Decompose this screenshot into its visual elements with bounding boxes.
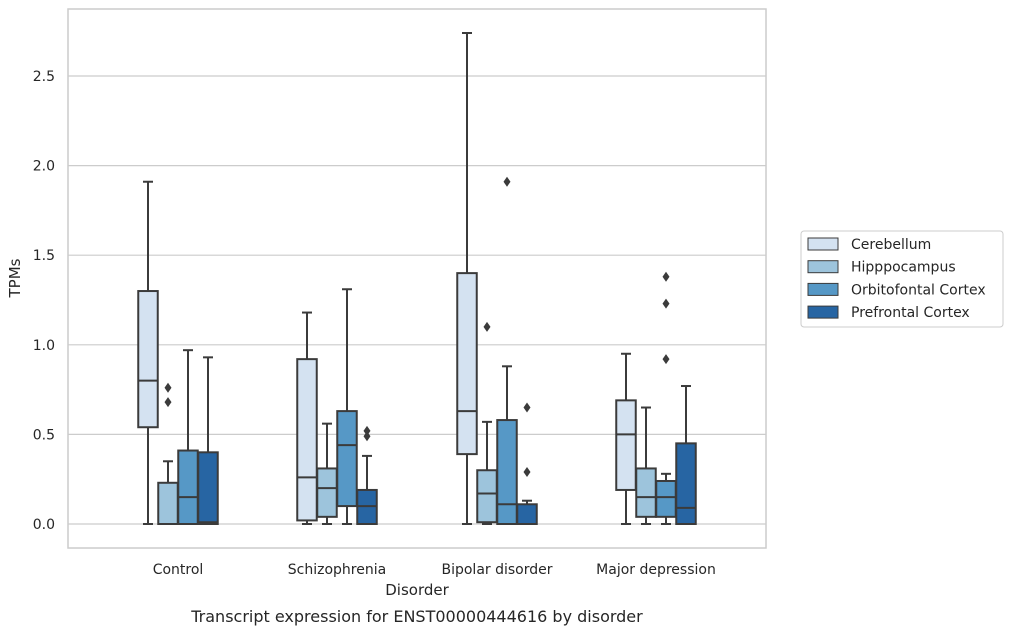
outlier-point bbox=[363, 431, 371, 442]
box-iqr bbox=[456, 272, 478, 456]
box-iqr bbox=[635, 467, 657, 518]
legend-swatch bbox=[807, 282, 839, 296]
x-tick-labels: Control Schizophrenia Bipolar disorder Majo… bbox=[153, 562, 716, 578]
figure-caption: Transcript expression for ENST0000044461… bbox=[190, 607, 643, 626]
y-tick-label: 1.0 bbox=[33, 338, 55, 354]
gridlines bbox=[68, 75, 766, 525]
x-axis-title: Disorder bbox=[385, 581, 449, 599]
outlier-point bbox=[662, 354, 670, 365]
box-iqr bbox=[157, 481, 179, 525]
legend-label: Cerebellum bbox=[851, 237, 931, 253]
box-prefrontal-cortex bbox=[675, 385, 697, 525]
legend-frame bbox=[800, 230, 1004, 328]
legend-label: Orbitofontal Cortex bbox=[851, 282, 986, 298]
box-iqr bbox=[336, 410, 358, 508]
outlier-point bbox=[164, 397, 172, 408]
y-tick-label: 2.5 bbox=[33, 69, 55, 85]
y-axis-title: TPMs bbox=[6, 258, 24, 298]
box-iqr bbox=[137, 290, 159, 429]
outlier-point bbox=[503, 176, 511, 187]
legend: Cerebellum Hipppocampus Orbitofontal Corte… bbox=[800, 230, 1004, 328]
box-iqr bbox=[197, 451, 219, 526]
legend-swatch bbox=[807, 237, 839, 251]
outlier-point bbox=[363, 425, 371, 436]
box-hipppocampus bbox=[476, 321, 498, 525]
box-hipppocampus bbox=[635, 406, 657, 525]
y-tick-label: 2.0 bbox=[33, 159, 55, 175]
box-hipppocampus bbox=[157, 382, 179, 525]
outlier-point bbox=[523, 402, 531, 413]
box-orbitofontal-cortex bbox=[177, 349, 199, 526]
box-prefrontal-cortex bbox=[516, 402, 538, 525]
box-iqr bbox=[177, 449, 199, 526]
box-iqr bbox=[476, 469, 498, 524]
x-tick-label: Schizophrenia bbox=[288, 562, 386, 578]
box-cerebellum bbox=[296, 311, 318, 525]
y-tick-label: 1.5 bbox=[33, 248, 55, 264]
x-tick-label: Major depression bbox=[596, 562, 716, 578]
outlier-point bbox=[483, 321, 491, 332]
box-cerebellum bbox=[137, 180, 159, 525]
outlier-point bbox=[662, 298, 670, 309]
box-cerebellum bbox=[615, 352, 637, 525]
box-iqr bbox=[296, 358, 318, 522]
plot-frame bbox=[67, 8, 767, 549]
y-tick-label: 0.5 bbox=[33, 427, 55, 443]
legend-label: Hipppocampus bbox=[851, 260, 956, 276]
box-prefrontal-cortex bbox=[356, 425, 378, 525]
x-tick-label: Bipolar disorder bbox=[441, 562, 552, 578]
box-cerebellum bbox=[456, 31, 478, 525]
box-iqr bbox=[615, 399, 637, 491]
box-iqr bbox=[316, 467, 338, 518]
legend-swatch bbox=[807, 305, 839, 319]
outlier-point bbox=[164, 382, 172, 393]
box-iqr bbox=[496, 419, 518, 525]
box-iqr bbox=[655, 479, 677, 518]
box-hipppocampus bbox=[316, 422, 338, 525]
box-iqr bbox=[516, 503, 538, 525]
boxes bbox=[137, 31, 697, 526]
x-tick-label: Control bbox=[153, 562, 204, 578]
box-prefrontal-cortex bbox=[197, 356, 219, 526]
outlier-point bbox=[662, 271, 670, 282]
box-orbitofontal-cortex bbox=[655, 271, 677, 525]
box-orbitofontal-cortex bbox=[336, 288, 358, 525]
y-tick-labels: 0.0 0.5 1.0 1.5 2.0 2.5 bbox=[33, 69, 55, 533]
box-iqr bbox=[675, 442, 697, 525]
legend-label: Prefrontal Cortex bbox=[851, 305, 970, 321]
y-tick-label: 0.0 bbox=[33, 517, 55, 533]
outlier-point bbox=[523, 467, 531, 478]
box-orbitofontal-cortex bbox=[496, 176, 518, 525]
legend-swatch bbox=[807, 260, 839, 274]
